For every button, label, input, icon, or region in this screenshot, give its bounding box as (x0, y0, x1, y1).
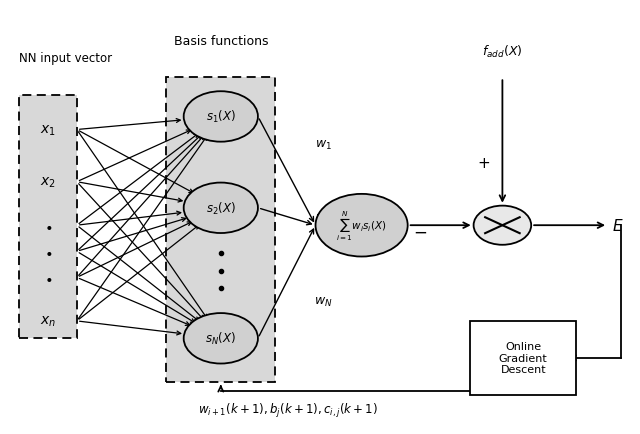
Circle shape (184, 183, 258, 233)
Text: $f_{add}(X)$: $f_{add}(X)$ (482, 44, 523, 60)
Text: $\bullet$: $\bullet$ (44, 271, 52, 285)
Text: $s_1(X)$: $s_1(X)$ (206, 109, 236, 125)
Circle shape (184, 313, 258, 364)
Text: $w_{i+1}(k+1), b_j(k+1), c_{i,j}(k+1)$: $w_{i+1}(k+1), b_j(k+1), c_{i,j}(k+1)$ (198, 401, 378, 419)
Text: $\bullet$: $\bullet$ (44, 245, 52, 259)
Text: $w_1$: $w_1$ (315, 139, 332, 152)
Text: $+$: $+$ (477, 155, 490, 170)
Text: $s_2(X)$: $s_2(X)$ (206, 200, 236, 217)
Text: $x_n$: $x_n$ (40, 314, 56, 329)
FancyBboxPatch shape (166, 78, 275, 382)
FancyBboxPatch shape (470, 321, 576, 395)
Text: $s_N(X)$: $s_N(X)$ (205, 330, 236, 347)
Text: $-$: $-$ (413, 222, 428, 240)
Text: $\sum_{i=1}^{N} w_i s_i(X)$: $\sum_{i=1}^{N} w_i s_i(X)$ (337, 209, 387, 242)
Text: $w_N$: $w_N$ (314, 295, 332, 308)
Text: $\bullet$: $\bullet$ (44, 219, 52, 233)
Circle shape (316, 194, 408, 257)
Text: Basis functions: Basis functions (173, 35, 268, 48)
Text: NN input vector: NN input vector (19, 52, 113, 65)
Circle shape (184, 92, 258, 142)
Text: $x_1$: $x_1$ (40, 123, 56, 138)
Text: $w_2$: $w_2$ (315, 213, 332, 226)
Text: $x_2$: $x_2$ (40, 175, 56, 190)
Text: Online
Gradient
Descent: Online Gradient Descent (499, 342, 548, 375)
Circle shape (474, 206, 531, 245)
Text: $E$: $E$ (612, 218, 623, 233)
FancyBboxPatch shape (19, 95, 77, 339)
